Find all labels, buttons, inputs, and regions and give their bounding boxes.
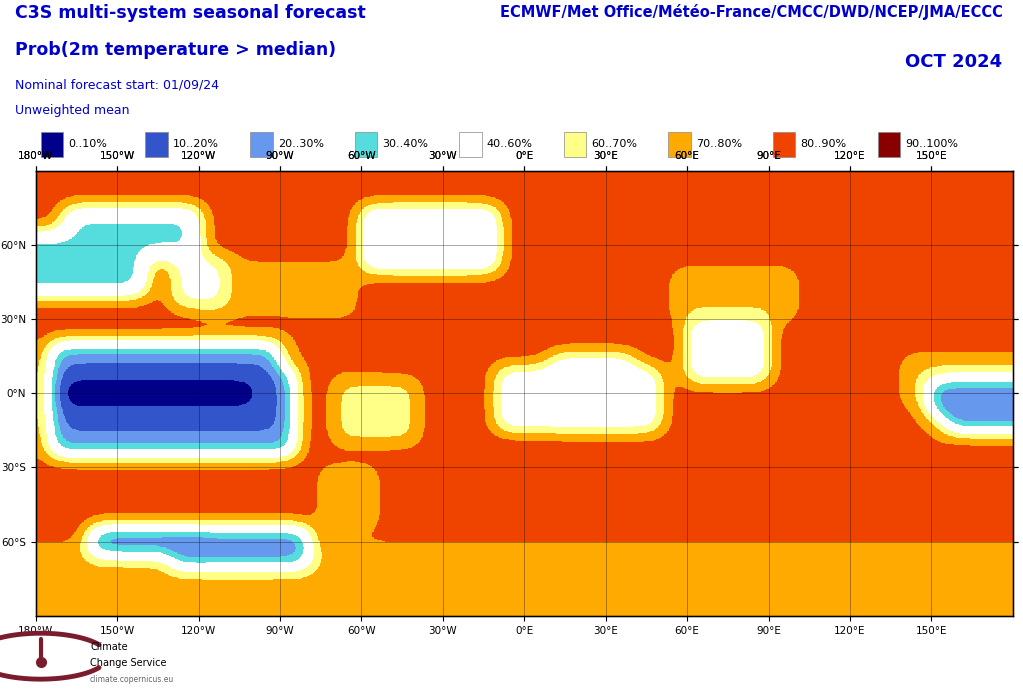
FancyBboxPatch shape <box>878 132 900 157</box>
Text: Change Service: Change Service <box>90 658 167 667</box>
Text: climate.copernicus.eu: climate.copernicus.eu <box>90 674 174 683</box>
Text: 60..70%: 60..70% <box>591 139 637 150</box>
Text: C3S multi-system seasonal forecast: C3S multi-system seasonal forecast <box>15 3 366 22</box>
Text: Prob(2m temperature > median): Prob(2m temperature > median) <box>15 42 337 59</box>
FancyBboxPatch shape <box>564 132 586 157</box>
Text: Unweighted mean: Unweighted mean <box>15 104 130 117</box>
Text: 0..10%: 0..10% <box>69 139 107 150</box>
FancyBboxPatch shape <box>41 132 63 157</box>
FancyBboxPatch shape <box>773 132 796 157</box>
Text: ECMWF/Met Office/Météo-France/CMCC/DWD/NCEP/JMA/ECCC: ECMWF/Met Office/Météo-France/CMCC/DWD/N… <box>499 3 1003 19</box>
Text: Climate: Climate <box>90 642 128 652</box>
Text: Nominal forecast start: 01/09/24: Nominal forecast start: 01/09/24 <box>15 78 219 91</box>
Text: 20..30%: 20..30% <box>277 139 323 150</box>
Text: 30..40%: 30..40% <box>383 139 429 150</box>
Text: 80..90%: 80..90% <box>801 139 847 150</box>
Text: 10..20%: 10..20% <box>173 139 219 150</box>
FancyBboxPatch shape <box>668 132 691 157</box>
FancyBboxPatch shape <box>355 132 377 157</box>
Text: 70..80%: 70..80% <box>696 139 742 150</box>
FancyBboxPatch shape <box>250 132 272 157</box>
FancyBboxPatch shape <box>459 132 482 157</box>
FancyBboxPatch shape <box>145 132 168 157</box>
Text: 90..100%: 90..100% <box>905 139 959 150</box>
Text: OCT 2024: OCT 2024 <box>905 54 1003 71</box>
Text: 40..60%: 40..60% <box>487 139 533 150</box>
